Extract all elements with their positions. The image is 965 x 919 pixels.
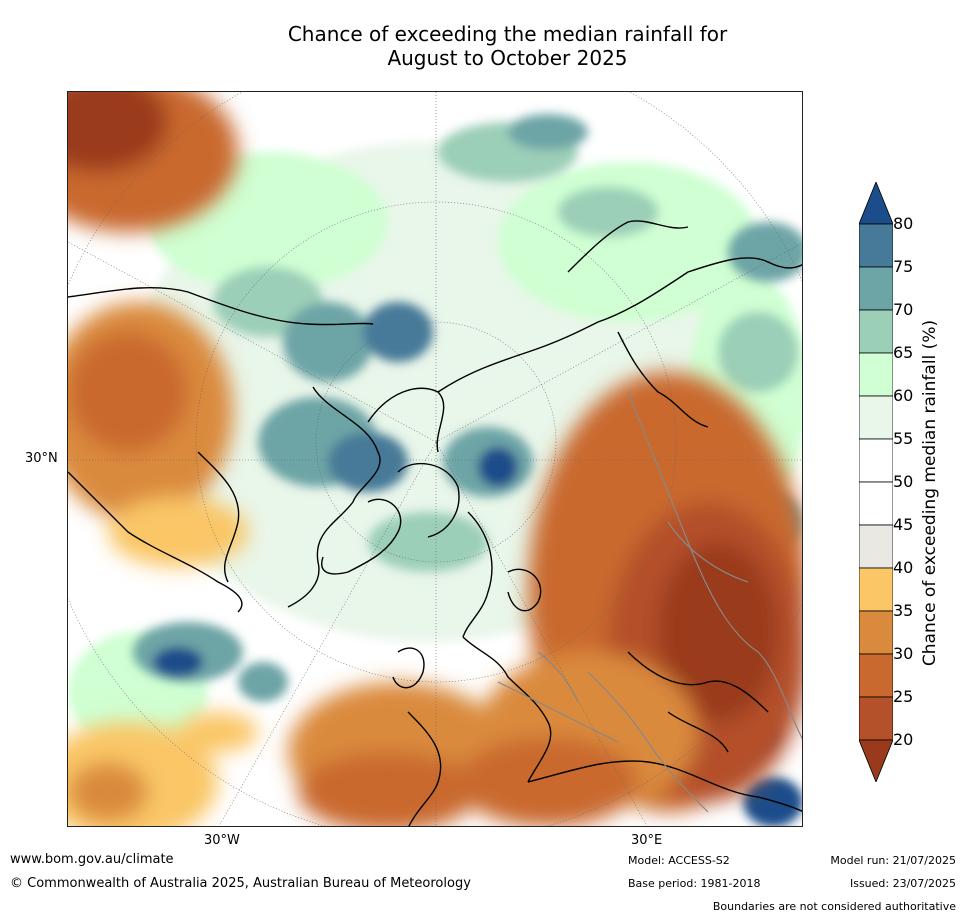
colorbar-tick-label: 45 [893,515,914,534]
colorbar-swatch [858,567,894,612]
colorbar-swatch [858,266,894,311]
colorbar-extend-low [858,739,894,784]
colorbar-swatch [858,524,894,569]
colorbar-extend-high [858,180,894,225]
colorbar-tick-label: 40 [893,558,914,577]
country-boundaries [497,391,802,813]
colorbar-tick-label: 30 [893,644,914,663]
lat-label-30n: 30°N [25,451,58,466]
title-line-2: August to October 2025 [387,46,628,70]
colorbar-swatch [858,309,894,354]
chart-title: Chance of exceeding the median rainfall … [0,22,965,70]
map-canvas [68,92,802,826]
colorbar-tick-label: 20 [893,730,914,749]
colorbar-tick-label: 65 [893,343,914,362]
graticule [68,92,802,826]
colorbar-swatches [858,180,894,784]
colorbar-swatch [858,223,894,268]
colorbar-tick-label: 80 [893,214,914,233]
colorbar-swatch [858,395,894,440]
colorbar-swatch [858,653,894,698]
lon-label-30e: 30°E [631,833,663,848]
colorbar-label: Chance of exceeding median rainfall (%) [920,319,940,667]
colorbar-swatch [858,481,894,526]
model-run-text: Model run: 21/07/2025 [830,854,956,867]
colorbar-tick-label: 25 [893,687,914,706]
colorbar-tick-label: 70 [893,300,914,319]
colorbar-swatch [858,610,894,655]
disclaimer-text: Boundaries are not considered authoritat… [712,900,956,913]
model-text: Model: ACCESS-S2 [628,854,730,867]
colorbar-tick-label: 60 [893,386,914,405]
base-period-text: Base period: 1981-2018 [628,877,761,890]
colorbar [858,180,894,786]
title-line-1: Chance of exceeding the median rainfall … [287,22,728,46]
lon-label-30w: 30°W [204,833,240,848]
copyright-text: © Commonwealth of Australia 2025, Austra… [10,876,471,891]
website-link[interactable]: www.bom.gov.au/climate [10,852,174,867]
colorbar-swatch [858,696,894,741]
colorbar-tick-label: 50 [893,472,914,491]
colorbar-swatch [858,352,894,397]
colorbar-swatch [858,438,894,483]
colorbar-tick-label: 75 [893,257,914,276]
issued-text: Issued: 23/07/2025 [849,877,956,890]
colorbar-tick-label: 55 [893,429,914,448]
colorbar-tick-label: 35 [893,601,914,620]
dry-anomalies [68,92,802,826]
rainfall-map [67,91,803,827]
